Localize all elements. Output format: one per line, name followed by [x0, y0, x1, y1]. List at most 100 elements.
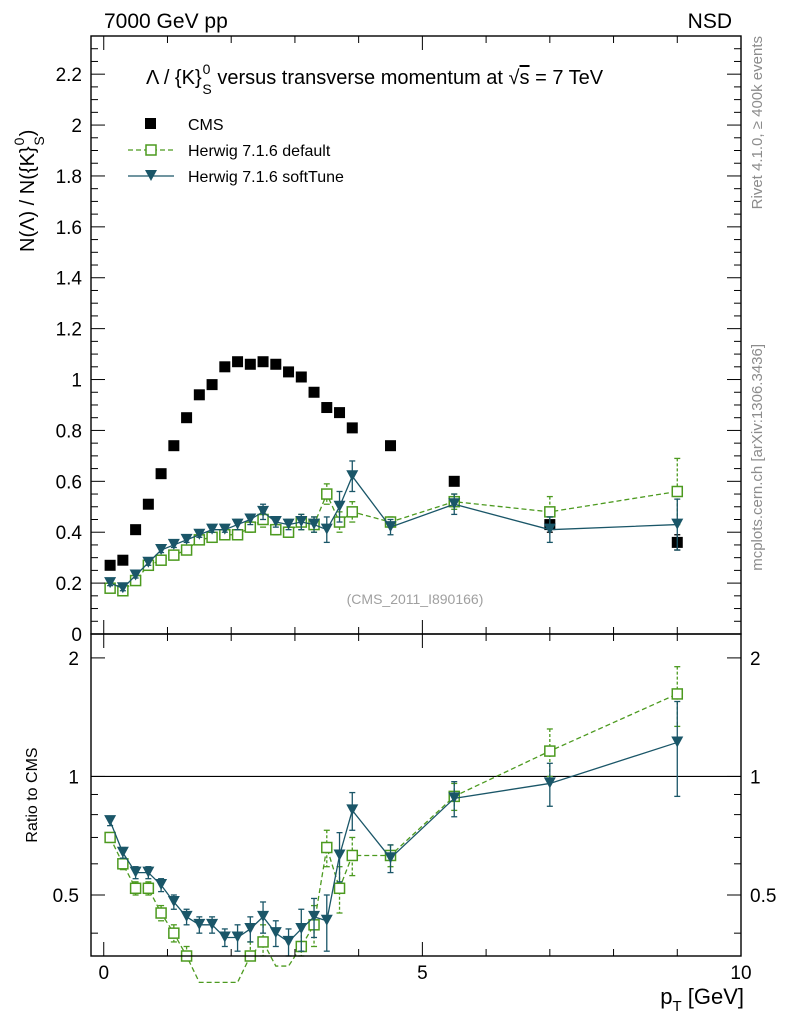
main-point-default [180, 544, 193, 556]
sqrt-symbol: √ [509, 67, 520, 89]
main-ytick-label: 0.6 [56, 472, 82, 493]
main-point-softtune [180, 533, 193, 545]
mcplots-side-text: mcplots.cern.ch [arXiv:1306.3436] [749, 344, 766, 571]
main-point-default [346, 506, 359, 518]
main-point-cms [155, 468, 167, 480]
x-axis-label-p: p [660, 984, 672, 1009]
main-point-cms [219, 361, 231, 373]
chart-title-b: versus transverse momentum at [212, 67, 509, 89]
main-point-softtune [543, 523, 556, 535]
legend-cms-label: CMS [188, 117, 224, 134]
main-point-softtune [384, 521, 397, 533]
main-point-cms [257, 356, 269, 368]
ratio-point-softtune [320, 914, 333, 926]
ratio-xtick-label: 10 [730, 963, 751, 984]
main-point-cms [117, 554, 129, 566]
ratio-ytick-label-right: 0.5 [750, 886, 776, 907]
main-ytick-label: 0.4 [56, 523, 83, 544]
main-ytick-label: 0 [71, 625, 82, 646]
ratio-point-default [117, 858, 129, 870]
header-right-label: NSD [688, 10, 732, 33]
main-point-cms [232, 356, 244, 368]
main-point-cms [168, 440, 180, 452]
legend-default-marker [145, 144, 157, 156]
ratio-ytick-label: 0.5 [53, 886, 79, 907]
main-ytick-label: 2 [71, 116, 82, 137]
ratio-xtick-label: 5 [417, 963, 428, 984]
main-point-cms [308, 386, 320, 398]
main-point-default [544, 506, 556, 518]
main-point-softtune [218, 523, 231, 535]
main-point-softtune [295, 516, 308, 528]
main-point-cms [448, 475, 460, 487]
ratio-point-softtune [269, 927, 282, 939]
ratio-ytick-label: 1 [68, 767, 79, 788]
ratio-point-default [544, 745, 556, 757]
main-point-cms [321, 402, 333, 414]
ratio-point-softtune [384, 852, 397, 864]
main-ytick-label: 1 [71, 371, 82, 392]
main-point-cms [283, 366, 295, 378]
main-point-softtune [282, 518, 295, 530]
ratio-point-default [155, 907, 167, 919]
main-ytick-label: 1.2 [56, 320, 82, 341]
legend-default-label: Herwig 7.1.6 default [188, 143, 331, 160]
ratio-point-default [104, 831, 116, 844]
main-y-label-a: N(Λ) / N({K} [17, 146, 39, 252]
main-point-default [155, 554, 167, 566]
main-ytick-label: 2.2 [56, 65, 82, 86]
main-point-cms [206, 379, 218, 391]
chart-title-c: = 7 TeV [530, 67, 604, 89]
ratio-series-line-1 [109, 741, 678, 943]
main-point-cms [295, 371, 307, 383]
ratio-point-default [346, 849, 359, 862]
ratio-point-softtune [282, 935, 295, 947]
ratio-ytick-label-right: 2 [750, 649, 761, 670]
ratio-point-softtune [180, 910, 193, 922]
ratio-data-layer [91, 666, 741, 984]
ratio-ticks: 0.5 0.5 1 1 2 2 0 5 10 [53, 634, 776, 984]
watermark: (CMS_2011_I890166) [347, 591, 484, 607]
main-point-softtune [269, 516, 282, 528]
chart-title: Λ / {K}0 S versus transverse momentum at … [146, 61, 604, 97]
main-y-label-sub: S [31, 136, 47, 145]
main-point-softtune [104, 577, 117, 589]
ratio-point-softtune [333, 849, 346, 861]
main-point-softtune [116, 582, 129, 594]
x-axis-label-sub: T [672, 998, 681, 1015]
ratio-point-softtune [142, 866, 155, 878]
ratio-ytick-label-right: 1 [750, 767, 761, 788]
ratio-point-default [321, 841, 333, 854]
ratio-point-softtune [543, 777, 556, 789]
main-panel: 0 0.2 0.4 0.6 0.8 1 1.2 1.4 1.6 1.8 2 2.2 (CMS_2011… [11, 35, 742, 646]
ratio-ytick-label: 2 [68, 649, 79, 670]
main-ytick-label: 0.8 [56, 421, 82, 442]
ratio-point-softtune [129, 866, 142, 878]
main-ytick-label: 1.4 [56, 269, 83, 290]
ratio-series-line-0 [109, 693, 678, 984]
main-point-cms [193, 389, 205, 401]
x-axis-label-unit: [GeV] [682, 984, 744, 1009]
main-ytick-label: 1.6 [56, 218, 82, 239]
ratio-point-default [142, 882, 155, 895]
ratio-point-softtune [104, 815, 117, 827]
ratio-point-default [671, 688, 684, 700]
main-series-line-2 [109, 474, 678, 589]
chart-title-sub: S [202, 81, 211, 97]
main-y-label-b: ) [17, 130, 39, 137]
main-point-cms [142, 498, 154, 510]
legend: CMS Herwig 7.1.6 default Herwig 7.1.6 so… [128, 117, 344, 186]
ratio-point-softtune [346, 804, 359, 816]
main-data-layer [104, 356, 684, 597]
main-point-default [168, 549, 180, 561]
main-point-cms [181, 412, 193, 424]
ratio-point-softtune [244, 922, 257, 934]
ratio-point-softtune [193, 918, 206, 930]
ratio-point-default [129, 882, 142, 895]
header-left-label: 7000 GeV pp [104, 10, 228, 33]
x-axis-label: pT [GeV] [660, 984, 744, 1015]
main-point-softtune [206, 523, 219, 535]
main-point-cms [346, 422, 358, 434]
main-point-cms [270, 358, 282, 370]
